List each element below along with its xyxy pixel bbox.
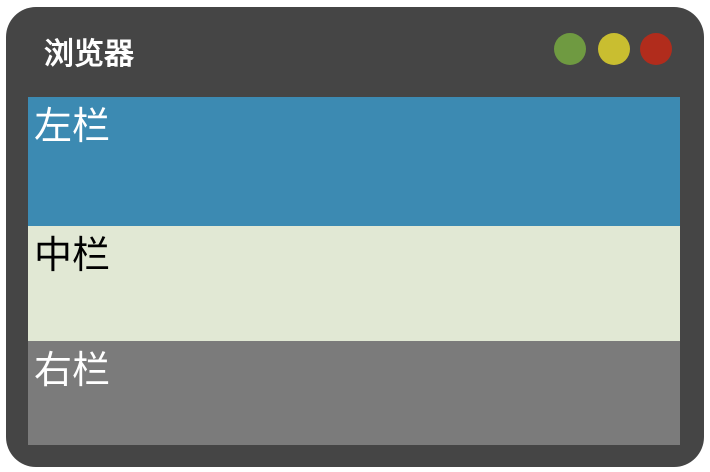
yellow-window-button[interactable] <box>598 33 630 65</box>
red-window-button[interactable] <box>640 33 672 65</box>
left-column: 左栏 <box>28 97 680 226</box>
left-column-label: 左栏 <box>34 104 111 148</box>
browser-window: 浏览器 左栏 中栏 右栏 <box>6 7 704 467</box>
green-window-button[interactable] <box>554 33 586 65</box>
middle-column: 中栏 <box>28 226 680 341</box>
middle-column-label: 中栏 <box>34 233 111 277</box>
page-content: 左栏 中栏 右栏 <box>28 97 680 445</box>
right-column: 右栏 <box>28 341 680 445</box>
right-column-label: 右栏 <box>34 348 111 392</box>
window-title: 浏览器 <box>44 37 134 72</box>
